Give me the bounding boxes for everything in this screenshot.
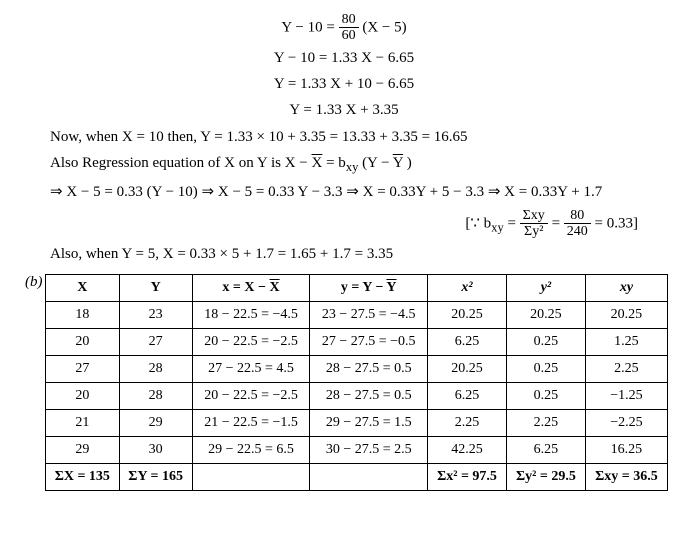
table-cell: 2.25 bbox=[428, 409, 507, 436]
sum-blank2 bbox=[310, 463, 428, 490]
table-cell: 23 − 27.5 = −4.5 bbox=[310, 301, 428, 328]
table-cell: 20 bbox=[46, 328, 120, 355]
table-cell: 23 bbox=[119, 301, 192, 328]
table-cell: 6.25 bbox=[428, 328, 507, 355]
equation-2: Y − 10 = 1.33 X − 6.65 bbox=[20, 46, 668, 70]
implication-line: ⇒ X − 5 = 0.33 (Y − 10) ⇒ X − 5 = 0.33 Y… bbox=[50, 181, 668, 204]
table-cell: 27 − 22.5 = 4.5 bbox=[192, 355, 310, 382]
table-cell: 20.25 bbox=[428, 355, 507, 382]
equation-4: Y = 1.33 X + 3.35 bbox=[20, 98, 668, 122]
equation-3: Y = 1.33 X + 10 − 6.65 bbox=[20, 72, 668, 96]
table-cell: 0.25 bbox=[506, 328, 585, 355]
bxy-note: [∵ bxy = Σxy Σy² = 80 240 = 0.33] bbox=[20, 208, 638, 240]
regression-line: Also Regression equation of X on Y is X … bbox=[50, 152, 668, 177]
sum-x2: Σx² = 97.5 bbox=[428, 463, 507, 490]
table-row: 182318 − 22.5 = −4.523 − 27.5 = −4.520.2… bbox=[46, 301, 668, 328]
table-cell: 16.25 bbox=[585, 436, 667, 463]
table-row: 293029 − 22.5 = 6.530 − 27.5 = 2.542.256… bbox=[46, 436, 668, 463]
bxy-frac1: Σxy Σy² bbox=[520, 208, 548, 240]
table-cell: 29 bbox=[119, 409, 192, 436]
table-cell: 18 bbox=[46, 301, 120, 328]
table-cell: 28 bbox=[119, 382, 192, 409]
table-cell: 20 bbox=[46, 382, 120, 409]
table-cell: 42.25 bbox=[428, 436, 507, 463]
table-row: 212921 − 22.5 = −1.529 − 27.5 = 1.52.252… bbox=[46, 409, 668, 436]
table-cell: 29 − 22.5 = 6.5 bbox=[192, 436, 310, 463]
table-cell: 28 − 27.5 = 0.5 bbox=[310, 382, 428, 409]
sum-y2: Σy² = 29.5 bbox=[506, 463, 585, 490]
table-cell: 6.25 bbox=[506, 436, 585, 463]
now-line: Now, when X = 10 then, Y = 1.33 × 10 + 3… bbox=[50, 126, 668, 149]
col-xy: xy bbox=[585, 274, 667, 301]
table-cell: 0.25 bbox=[506, 382, 585, 409]
data-table: X Y x = X − X y = Y − Y x² y² xy 182318 … bbox=[45, 274, 668, 491]
table-cell: 0.25 bbox=[506, 355, 585, 382]
col-Y: Y bbox=[119, 274, 192, 301]
also-when-line: Also, when Y = 5, X = 0.33 × 5 + 1.7 = 1… bbox=[50, 243, 668, 266]
equation-1: Y − 10 = 80 60 (X − 5) bbox=[20, 12, 668, 44]
table-cell: 27 − 27.5 = −0.5 bbox=[310, 328, 428, 355]
table-cell: 2.25 bbox=[585, 355, 667, 382]
table-cell: 20.25 bbox=[428, 301, 507, 328]
table-cell: 30 − 27.5 = 2.5 bbox=[310, 436, 428, 463]
eq1-fraction: 80 60 bbox=[339, 12, 359, 44]
table-cell: 21 bbox=[46, 409, 120, 436]
table-cell: 30 bbox=[119, 436, 192, 463]
table-cell: 2.25 bbox=[506, 409, 585, 436]
bxy-frac2: 80 240 bbox=[564, 208, 591, 240]
table-sum-row: ΣX = 135 ΣY = 165 Σx² = 97.5 Σy² = 29.5 … bbox=[46, 463, 668, 490]
eq1-rhs: (X − 5) bbox=[362, 19, 406, 35]
table-cell: 18 − 22.5 = −4.5 bbox=[192, 301, 310, 328]
eq1-lhs: Y − 10 = bbox=[281, 19, 338, 35]
table-row: 202720 − 22.5 = −2.527 − 27.5 = −0.56.25… bbox=[46, 328, 668, 355]
col-y2: y² bbox=[506, 274, 585, 301]
table-cell: 6.25 bbox=[428, 382, 507, 409]
table-cell: −2.25 bbox=[585, 409, 667, 436]
table-cell: 27 bbox=[119, 328, 192, 355]
col-X: X bbox=[46, 274, 120, 301]
sum-blank1 bbox=[192, 463, 310, 490]
table-cell: 29 bbox=[46, 436, 120, 463]
table-cell: 27 bbox=[46, 355, 120, 382]
col-x2: x² bbox=[428, 274, 507, 301]
table-cell: 28 bbox=[119, 355, 192, 382]
table-cell: 20.25 bbox=[506, 301, 585, 328]
col-x-dev: x = X − X bbox=[192, 274, 310, 301]
col-y-dev: y = Y − Y bbox=[310, 274, 428, 301]
table-cell: 28 − 27.5 = 0.5 bbox=[310, 355, 428, 382]
table-cell: −1.25 bbox=[585, 382, 667, 409]
table-cell: 20 − 22.5 = −2.5 bbox=[192, 328, 310, 355]
table-cell: 20.25 bbox=[585, 301, 667, 328]
table-cell: 1.25 bbox=[585, 328, 667, 355]
table-cell: 20 − 22.5 = −2.5 bbox=[192, 382, 310, 409]
table-row: 272827 − 22.5 = 4.528 − 27.5 = 0.520.250… bbox=[46, 355, 668, 382]
part-b-label: (b) bbox=[25, 274, 43, 291]
table-cell: 21 − 22.5 = −1.5 bbox=[192, 409, 310, 436]
table-cell: 29 − 27.5 = 1.5 bbox=[310, 409, 428, 436]
sum-xy: Σxy = 36.5 bbox=[585, 463, 667, 490]
table-row: 202820 − 22.5 = −2.528 − 27.5 = 0.56.250… bbox=[46, 382, 668, 409]
sum-X: ΣX = 135 bbox=[46, 463, 120, 490]
table-header-row: X Y x = X − X y = Y − Y x² y² xy bbox=[46, 274, 668, 301]
sum-Y: ΣY = 165 bbox=[119, 463, 192, 490]
